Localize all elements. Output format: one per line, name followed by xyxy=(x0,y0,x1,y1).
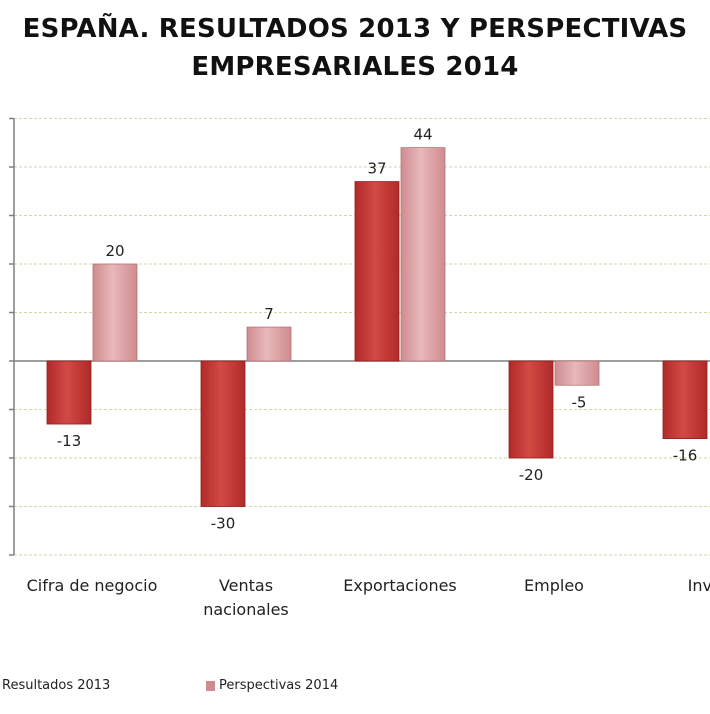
data-label: 20 xyxy=(105,242,124,260)
data-labels: -13 20 -30 7 37 44 -20 -5 -16 xyxy=(57,126,698,533)
bar xyxy=(354,181,400,362)
bar xyxy=(508,360,554,459)
legend-label-perspectivas-2014: Perspectivas 2014 xyxy=(219,678,339,693)
category-label: Exportaciones xyxy=(343,576,457,595)
data-label: -20 xyxy=(519,466,544,484)
category-label: nacionales xyxy=(203,600,289,619)
bars xyxy=(46,147,708,507)
bar xyxy=(246,326,292,362)
bar xyxy=(92,263,138,362)
data-label: -16 xyxy=(673,447,698,465)
bar xyxy=(662,360,708,439)
chart-title-line-2: EMPRESARIALES 2014 xyxy=(191,52,519,82)
chart-title: ESPAÑA. RESULTADOS 2013 Y PERSPECTIVAS E… xyxy=(0,10,710,86)
category-label: Inver xyxy=(688,576,710,595)
category-label: Ventas xyxy=(219,576,273,595)
data-label: 7 xyxy=(264,305,274,323)
legend: Resultados 2013 Perspectivas 2014 xyxy=(0,678,710,698)
legend-item-perspectivas-2014: Perspectivas 2014 xyxy=(206,678,338,693)
bar xyxy=(554,360,600,386)
chart-title-line-1: ESPAÑA. RESULTADOS 2013 Y PERSPECTIVAS xyxy=(22,14,688,44)
category-label: Cifra de negocio xyxy=(27,576,158,595)
legend-swatch-perspectivas-2014 xyxy=(206,680,215,691)
data-label: -13 xyxy=(57,432,82,450)
category-label: Empleo xyxy=(524,576,584,595)
category-labels: Cifra de negocio Ventas nacionales Exportac… xyxy=(27,576,710,619)
bar xyxy=(46,360,92,425)
legend-item-resultados-2013: Resultados 2013 xyxy=(2,678,110,693)
legend-label-resultados-2013: Resultados 2013 xyxy=(2,678,111,693)
bar xyxy=(400,147,446,362)
data-label: -5 xyxy=(572,393,587,411)
data-label: 37 xyxy=(367,160,386,178)
data-label: 44 xyxy=(413,126,432,144)
data-label: -30 xyxy=(211,515,236,533)
bar xyxy=(200,360,246,507)
